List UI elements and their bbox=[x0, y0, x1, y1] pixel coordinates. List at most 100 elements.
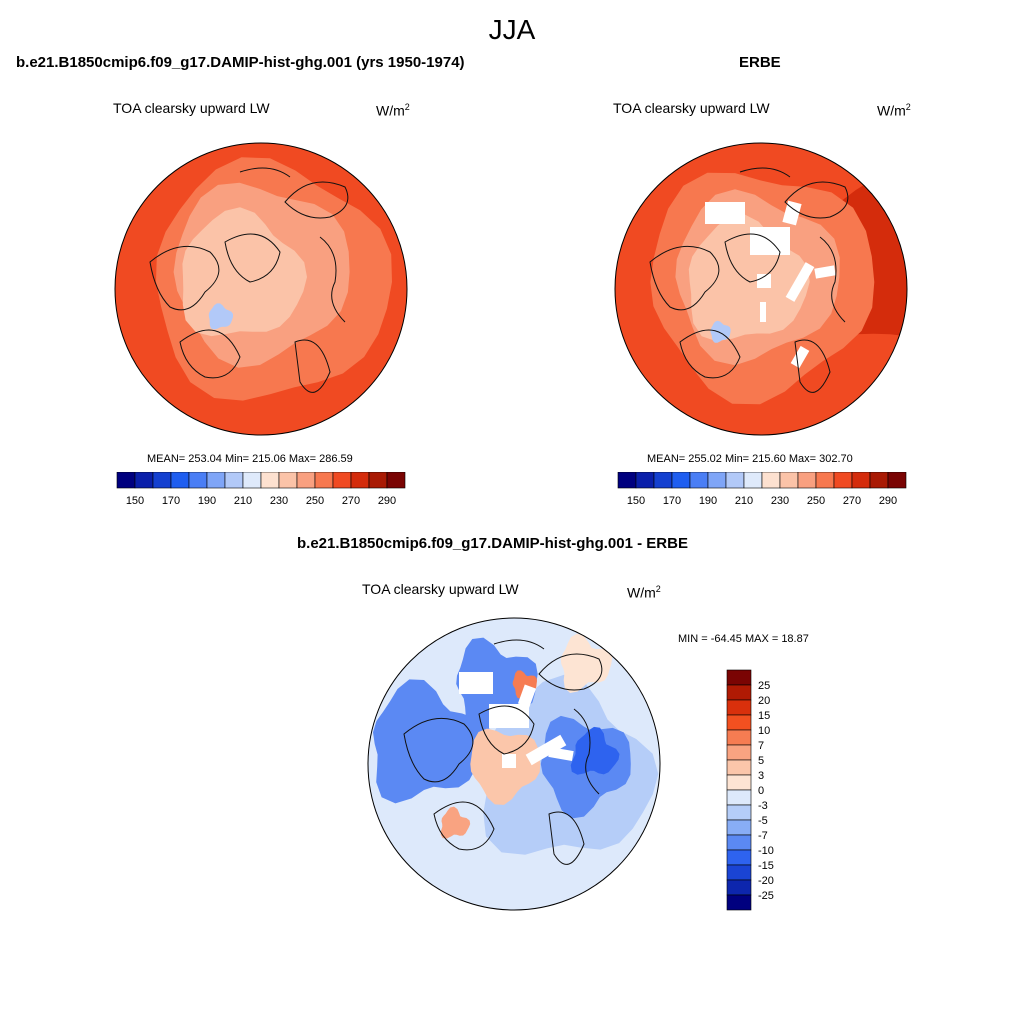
panel-3-colorbar-tick-label: -15 bbox=[758, 860, 774, 872]
panel-1-colorbar-box bbox=[242, 472, 262, 489]
panel-2-colorbar-box bbox=[671, 472, 691, 489]
missing-data-gap bbox=[760, 302, 766, 322]
panel-2-variable-label: TOA clearsky upward LW bbox=[613, 100, 770, 116]
coastline bbox=[478, 705, 535, 755]
panel-1-map bbox=[114, 142, 408, 436]
panel-1-colorbar-tick-label: 230 bbox=[270, 495, 288, 507]
coastline bbox=[649, 245, 720, 311]
panel-1-colorbar-box bbox=[296, 472, 316, 489]
field-region bbox=[182, 207, 307, 337]
panel-1-colorbar-box bbox=[314, 472, 334, 489]
panel-1-colorbar-tick-label: 150 bbox=[126, 495, 144, 507]
panel-3-units-label: W/m2 bbox=[627, 584, 661, 601]
panel-2-colorbar-box bbox=[779, 472, 799, 489]
main-title: JJA bbox=[488, 14, 536, 45]
missing-data-gap bbox=[814, 265, 836, 279]
panel-3-colorbar-box bbox=[726, 714, 752, 731]
panel-3-colorbar-box bbox=[726, 669, 752, 686]
coastline bbox=[739, 167, 791, 178]
panel-1-colorbar: 150 170 190 210 230 250 270 290 bbox=[116, 472, 406, 507]
panel-2-colorbar-box bbox=[689, 472, 709, 489]
panel-3-colorbar-box bbox=[726, 819, 752, 836]
panel-2-colorbar-box bbox=[887, 472, 907, 489]
panel-3-colorbar-tick-label: -25 bbox=[758, 890, 774, 902]
coastline bbox=[284, 181, 349, 219]
panel-3-colorbar-tick-label: 3 bbox=[758, 770, 764, 782]
panel-1-colorbar-box bbox=[332, 472, 352, 489]
panel-3-colorbar-tick-label: 7 bbox=[758, 740, 764, 752]
panel-2-colorbar-box bbox=[833, 472, 853, 489]
panel-1-colorbar-box bbox=[152, 472, 172, 489]
panel-1-colorbar-box bbox=[134, 472, 154, 489]
coastline bbox=[548, 811, 585, 865]
missing-data-gap bbox=[459, 672, 493, 694]
panel-3-colorbar-box bbox=[726, 729, 752, 746]
map-boundary bbox=[114, 142, 408, 436]
panel-2-colorbar-tick-label: 190 bbox=[699, 495, 717, 507]
panel-3-colorbar-tick-label: 5 bbox=[758, 755, 764, 767]
coastline bbox=[179, 329, 241, 379]
panel-3-stats: MIN = -64.45 MAX = 18.87 bbox=[678, 633, 809, 645]
panel-3-colorbar-tick-label: 0 bbox=[758, 785, 764, 797]
coastline bbox=[538, 653, 603, 691]
panel-1-colorbar-box bbox=[368, 472, 388, 489]
panel-1-colorbar-box bbox=[170, 472, 190, 489]
panel-2-colorbar-tick-label: 150 bbox=[627, 495, 645, 507]
panel-2-colorbar-tick-label: 210 bbox=[735, 495, 753, 507]
panel-3-colorbar-box bbox=[726, 894, 752, 911]
coastline bbox=[794, 339, 831, 393]
panel-2-colorbar-box bbox=[869, 472, 889, 489]
panel-2-stats: MEAN= 255.02 Min= 215.60 Max= 302.70 bbox=[647, 453, 853, 465]
coastline bbox=[224, 233, 281, 283]
panel-3-colorbar-box bbox=[726, 774, 752, 791]
panel-2-units-label: W/m2 bbox=[877, 102, 911, 119]
panel-1-colorbar-tick-label: 250 bbox=[306, 495, 324, 507]
panel-2-colorbar-tick-label: 270 bbox=[843, 495, 861, 507]
missing-data-gap bbox=[790, 345, 810, 369]
panel-1-colorbar-tick-label: 190 bbox=[198, 495, 216, 507]
panel-3-map bbox=[367, 617, 661, 911]
panel-1-colorbar-box bbox=[386, 472, 406, 489]
panel-1-title: b.e21.B1850cmip6.f09_g17.DAMIP-hist-ghg.… bbox=[16, 54, 465, 71]
panel-3-colorbar-tick-label: -10 bbox=[758, 845, 774, 857]
panel-2-colorbar-tick-label: 170 bbox=[663, 495, 681, 507]
panel-3-colorbar-box bbox=[726, 684, 752, 701]
panel-3-colorbar-tick-label: -5 bbox=[758, 815, 768, 827]
panel-3-colorbar-box bbox=[726, 864, 752, 881]
panel-3-colorbar-tick-label: -7 bbox=[758, 830, 768, 842]
field-region bbox=[710, 320, 731, 343]
panel-3-colorbar-box bbox=[726, 744, 752, 761]
panel-1-colorbar-box bbox=[278, 472, 298, 489]
coastline bbox=[403, 717, 474, 783]
panel-1-colorbar-box bbox=[260, 472, 280, 489]
coastline bbox=[239, 167, 291, 178]
panel-2-colorbar-box bbox=[761, 472, 781, 489]
panel-2-colorbar-box bbox=[635, 472, 655, 489]
coastline bbox=[573, 708, 600, 795]
panel-1-variable-label: TOA clearsky upward LW bbox=[113, 100, 270, 116]
panel-2-colorbar-box bbox=[815, 472, 835, 489]
panel-3-colorbar-box bbox=[726, 789, 752, 806]
panel-3-colorbar-box bbox=[726, 879, 752, 896]
panel-1-colorbar-tick-label: 170 bbox=[162, 495, 180, 507]
panel-2-colorbar-box bbox=[743, 472, 763, 489]
panel-2-colorbar-tick-label: 250 bbox=[807, 495, 825, 507]
coastline bbox=[493, 639, 545, 650]
missing-data-gap bbox=[502, 754, 516, 768]
panel-3-colorbar-box bbox=[726, 849, 752, 866]
panel-3-colorbar-tick-label: -20 bbox=[758, 875, 774, 887]
panel-3-title: b.e21.B1850cmip6.f09_g17.DAMIP-hist-ghg.… bbox=[297, 535, 688, 552]
panel-3-colorbar-tick-label: 15 bbox=[758, 710, 770, 722]
panel-3-colorbar-box bbox=[726, 834, 752, 851]
coastline bbox=[294, 339, 331, 393]
panel-3-colorbar: 25 20 15 10 7 5 3 0 -3 -5 -7 -10 -15 -20 -25 bbox=[726, 669, 774, 911]
missing-data-gap bbox=[525, 734, 567, 766]
field-region bbox=[208, 303, 233, 330]
panel-2-colorbar-box bbox=[851, 472, 871, 489]
panel-1-units-label: W/m2 bbox=[376, 102, 410, 119]
missing-data-gap bbox=[548, 746, 574, 762]
panel-2-colorbar-box bbox=[617, 472, 637, 489]
missing-data-gap bbox=[705, 202, 745, 224]
panel-1-stats: MEAN= 253.04 Min= 215.06 Max= 286.59 bbox=[147, 453, 353, 465]
panel-2-title: ERBE bbox=[739, 54, 781, 71]
